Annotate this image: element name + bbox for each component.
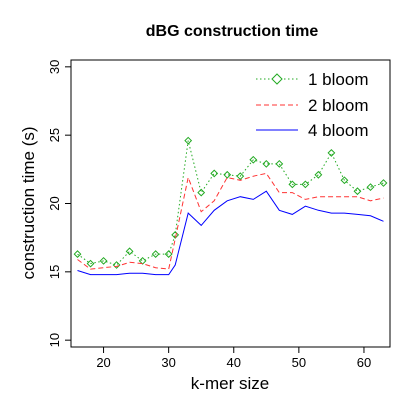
data-point-marker xyxy=(197,188,206,197)
data-point-marker xyxy=(301,180,310,189)
data-point-marker xyxy=(236,172,245,181)
data-point-marker xyxy=(249,155,258,164)
x-tick-label: 50 xyxy=(292,355,306,370)
y-tick-label: 20 xyxy=(47,196,62,210)
series-line-4-bloom xyxy=(77,190,384,276)
series-line-1-bloom xyxy=(77,140,384,266)
legend-marker-diamond xyxy=(271,73,283,85)
chart-title: dBG construction time xyxy=(146,23,319,40)
x-tick-label: 40 xyxy=(227,355,241,370)
data-point-marker xyxy=(151,250,160,258)
data-point-marker xyxy=(99,256,108,265)
data-point-marker xyxy=(138,256,147,265)
data-point-marker xyxy=(184,136,193,145)
series-layer xyxy=(73,136,388,276)
data-point-marker xyxy=(275,159,284,168)
y-tick-label: 30 xyxy=(47,60,62,74)
y-axis: 10 15 20 25 30 xyxy=(47,60,71,347)
data-point-marker xyxy=(262,159,271,168)
data-point-marker xyxy=(86,259,95,268)
data-point-marker xyxy=(210,169,219,178)
data-point-marker xyxy=(73,250,82,258)
y-tick-label: 15 xyxy=(47,265,62,279)
legend-label: 1 bloom xyxy=(308,70,368,89)
x-axis-label: k-mer size xyxy=(191,374,269,393)
data-point-marker xyxy=(327,149,336,157)
data-point-marker xyxy=(171,231,180,239)
data-point-marker xyxy=(379,179,388,187)
legend: 1 bloom 2 bloom 4 bloom xyxy=(256,70,368,140)
series-line-2-bloom xyxy=(77,172,384,270)
x-tick-label: 60 xyxy=(357,355,371,370)
x-tick-label: 20 xyxy=(96,355,110,370)
data-point-marker xyxy=(223,170,232,179)
data-point-marker xyxy=(164,250,173,258)
data-point-marker xyxy=(288,180,297,189)
y-tick-label: 10 xyxy=(47,333,62,347)
y-axis-label: construction time (s) xyxy=(19,126,38,279)
data-point-marker xyxy=(366,183,375,192)
x-tick-label: 30 xyxy=(161,355,175,370)
data-point-marker xyxy=(125,247,134,256)
data-point-marker xyxy=(112,261,121,269)
data-point-marker xyxy=(314,170,323,179)
data-point-marker xyxy=(340,176,349,185)
y-tick-label: 25 xyxy=(47,128,62,142)
legend-label: 2 bloom xyxy=(308,96,368,115)
data-point-marker xyxy=(353,187,362,196)
x-axis: 20 30 40 50 60 xyxy=(96,347,371,370)
legend-label: 4 bloom xyxy=(308,121,368,140)
